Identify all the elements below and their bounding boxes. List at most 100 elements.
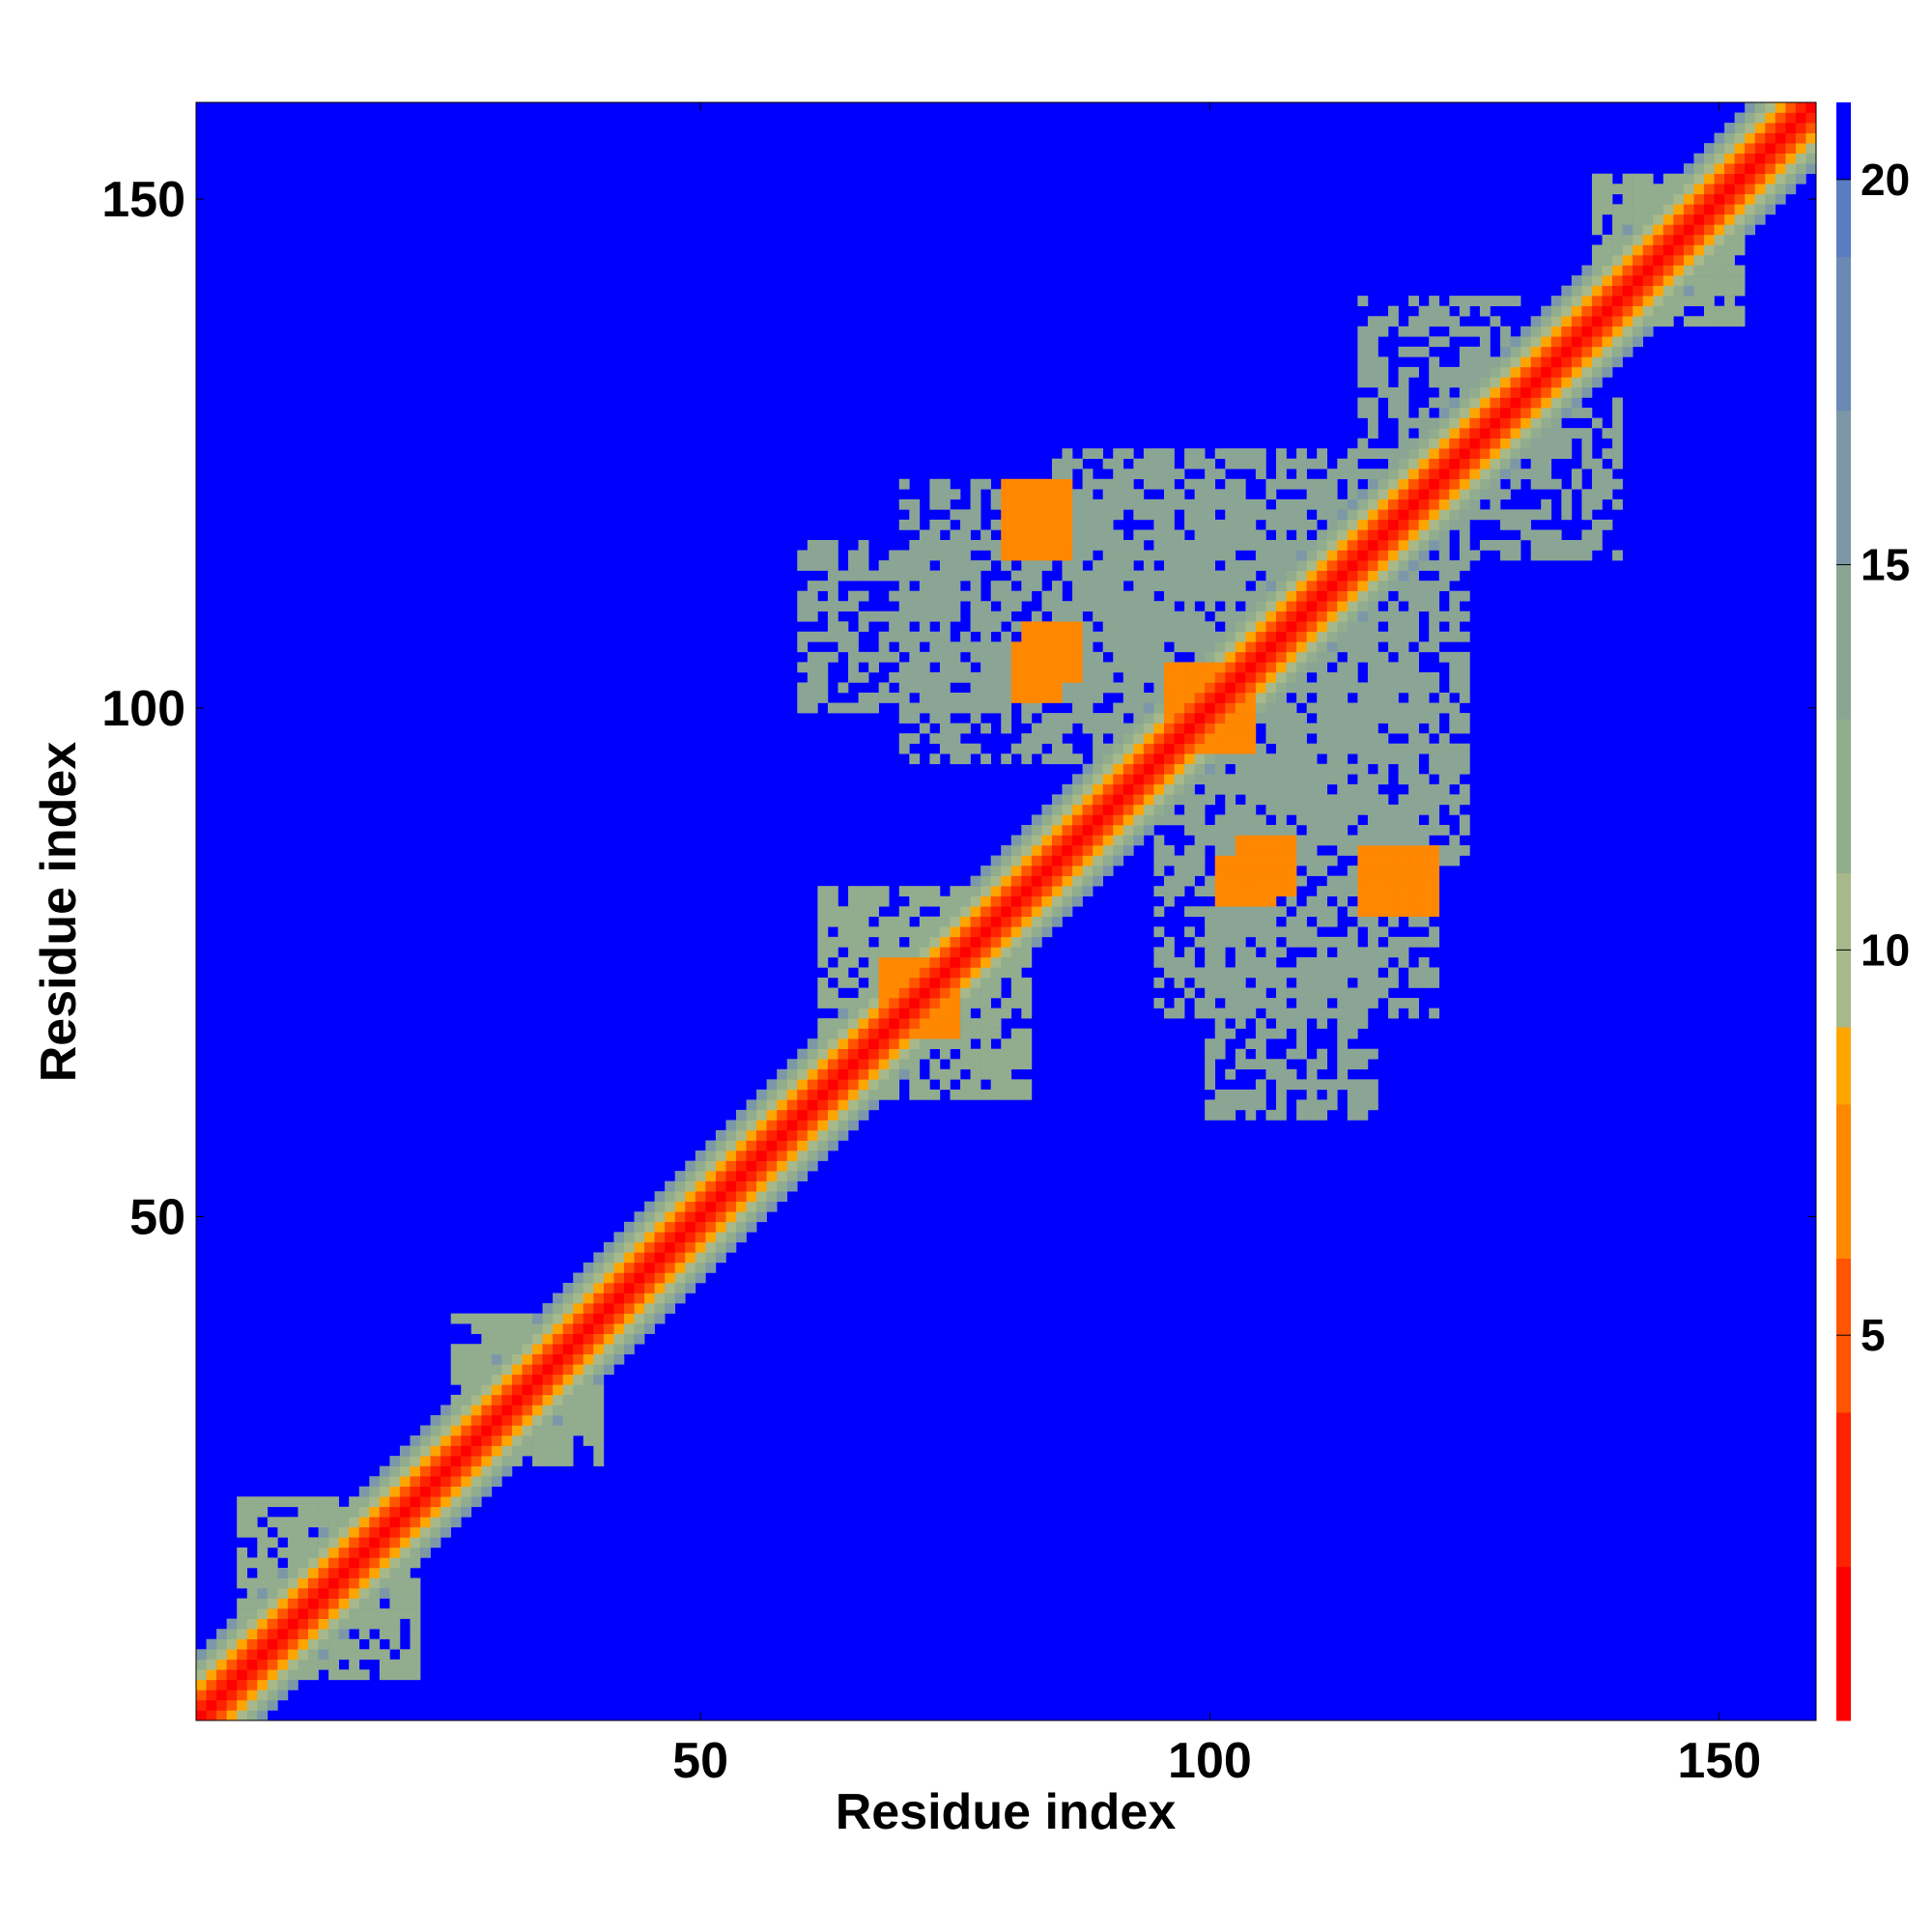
heatmap-cell (1378, 763, 1389, 775)
heatmap-cell (909, 702, 921, 714)
heatmap-cell (1357, 377, 1369, 388)
heatmap-cell (1041, 855, 1053, 867)
heatmap-cell (1306, 641, 1318, 653)
heatmap-cell (1245, 662, 1257, 673)
heatmap-cell (1296, 733, 1307, 744)
heatmap-cell (1357, 1099, 1369, 1111)
colorbar-tick-label: 15 (1861, 540, 1910, 590)
heatmap-cell (950, 550, 961, 561)
heatmap-cell (1805, 112, 1817, 124)
heatmap-cell (827, 1079, 838, 1091)
heatmap-cell (1082, 845, 1094, 856)
heatmap-cell (1734, 316, 1746, 327)
heatmap-cell (1775, 102, 1786, 113)
heatmap-cell (1459, 438, 1470, 449)
heatmap-cell (939, 662, 951, 673)
heatmap-cell (980, 1018, 991, 1029)
heatmap-cell (1347, 1059, 1358, 1070)
heatmap-cell (878, 998, 890, 1009)
heatmap-cell (868, 886, 879, 896)
heatmap-cell (1093, 713, 1103, 724)
heatmap-cell (1225, 977, 1236, 988)
heatmap-cell (1693, 204, 1705, 215)
heatmap-cell (1072, 702, 1083, 714)
heatmap-cell (1388, 550, 1399, 561)
heatmap-cell (430, 1486, 441, 1497)
heatmap-cell (1001, 967, 1012, 979)
heatmap-cell (1214, 824, 1226, 836)
heatmap-cell (1326, 906, 1338, 918)
heatmap-cell (1235, 631, 1246, 642)
heatmap-cell (369, 1486, 381, 1497)
heatmap-cell (613, 1313, 625, 1324)
heatmap-cell (1163, 763, 1175, 775)
heatmap-cell (1724, 305, 1735, 317)
heatmap-cell (1296, 926, 1307, 938)
heatmap-cell (1642, 244, 1654, 256)
heatmap-cell (929, 956, 941, 968)
heatmap-cell (1122, 743, 1134, 754)
heatmap-cell (318, 1537, 329, 1548)
heatmap-cell (603, 1333, 614, 1345)
heatmap-cell (1490, 509, 1501, 521)
heatmap-cell (1367, 855, 1378, 867)
heatmap-cell (1255, 906, 1266, 918)
heatmap-cell (1510, 509, 1521, 521)
heatmap-cell (1051, 824, 1063, 836)
heatmap-cell (522, 1425, 533, 1436)
heatmap-cell (1010, 641, 1022, 653)
heatmap-cell (1520, 448, 1531, 460)
heatmap-cell (1429, 519, 1440, 530)
heatmap-cell (349, 1588, 360, 1599)
heatmap-cell (1479, 489, 1491, 500)
heatmap-cell (898, 682, 910, 694)
heatmap-cell (1235, 509, 1246, 521)
heatmap-cell (1408, 611, 1419, 622)
heatmap-cell (1541, 305, 1552, 317)
heatmap-cell (1357, 693, 1369, 703)
heatmap-cell (1429, 621, 1440, 633)
heatmap-cell (1072, 519, 1083, 530)
heatmap-cell (1388, 753, 1399, 765)
heatmap-cell (909, 967, 921, 979)
heatmap-cell (318, 1618, 329, 1630)
heatmap-cell (1082, 651, 1094, 663)
heatmap-cell (695, 1252, 706, 1264)
heatmap-cell (267, 1496, 278, 1508)
heatmap-cell (1357, 438, 1369, 449)
heatmap-cell (1174, 631, 1185, 642)
heatmap-cell (1398, 713, 1409, 724)
heatmap-cell (1062, 814, 1073, 826)
heatmap-cell (1561, 438, 1573, 449)
heatmap-cell (1306, 1109, 1318, 1121)
heatmap-cell (338, 1669, 350, 1681)
heatmap-cell (532, 1394, 543, 1406)
heatmap-cell (848, 1038, 859, 1050)
heatmap-cell (807, 682, 818, 694)
heatmap-cell (1062, 835, 1073, 846)
heatmap-cell (1367, 448, 1378, 460)
heatmap-cell (1235, 1089, 1246, 1100)
heatmap-cell (1367, 723, 1378, 734)
heatmap-cell (1276, 835, 1287, 846)
heatmap-cell (1286, 743, 1297, 754)
heatmap-cell (379, 1618, 390, 1630)
heatmap-cell (1163, 794, 1175, 806)
heatmap-cell (420, 1476, 431, 1487)
heatmap-cell (1326, 774, 1338, 785)
heatmap-cell (786, 1180, 798, 1192)
heatmap-cell (1051, 590, 1063, 602)
heatmap-cell (898, 947, 910, 958)
heatmap-cell (898, 498, 910, 510)
heatmap-cell (1357, 651, 1369, 663)
heatmap-cell (1378, 682, 1389, 694)
heatmap-cell (950, 570, 961, 582)
heatmap-cell (909, 895, 921, 907)
heatmap-cell (889, 936, 900, 948)
heatmap-cell (1347, 601, 1358, 612)
heatmap-cell (980, 702, 991, 714)
heatmap-cell (1225, 855, 1236, 867)
heatmap-cell (1153, 570, 1165, 582)
heatmap-cell (1102, 845, 1114, 856)
